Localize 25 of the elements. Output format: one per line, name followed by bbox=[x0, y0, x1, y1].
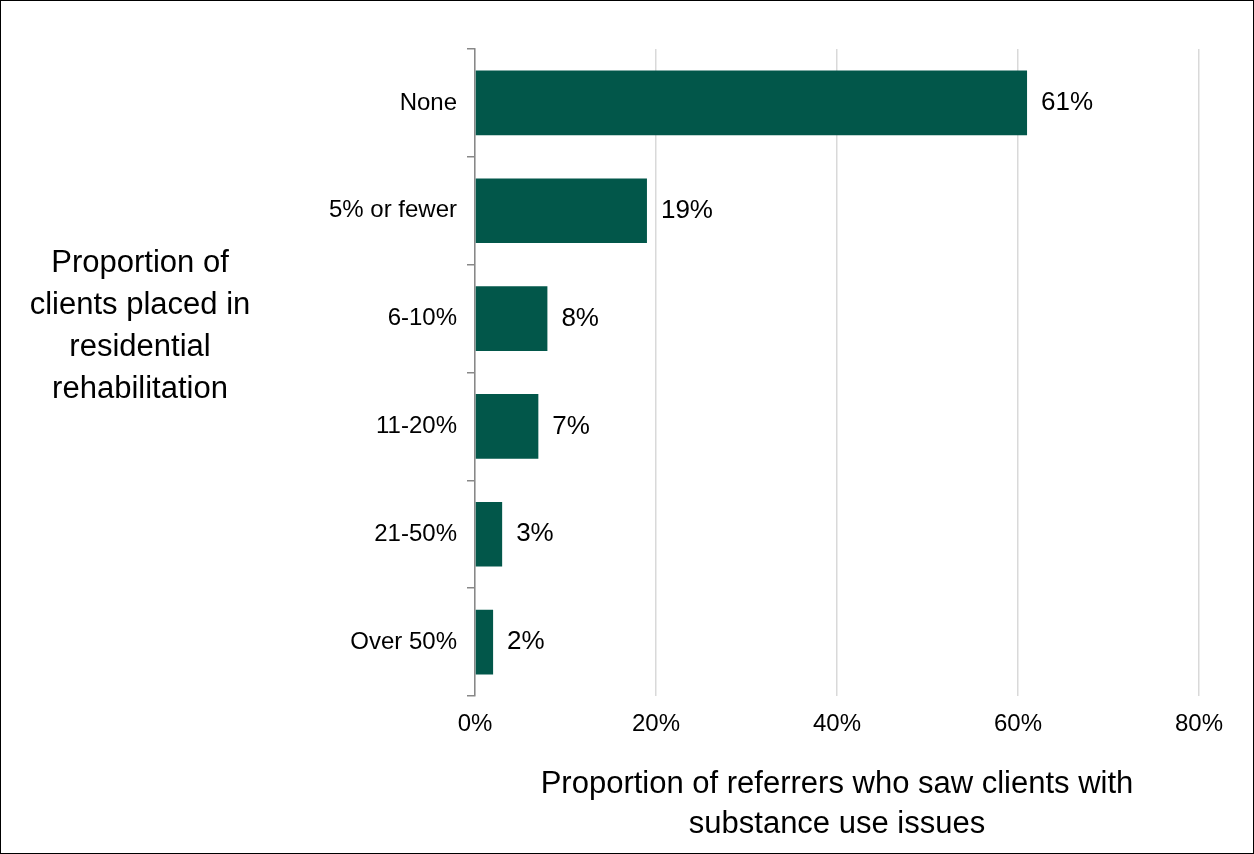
y-axis-title: Proportion of clients placed in residential rehabilitation bbox=[28, 243, 252, 407]
bar bbox=[475, 609, 494, 675]
bar bbox=[475, 286, 548, 351]
data-label: 61% bbox=[1041, 86, 1094, 117]
y-tick-label: None bbox=[399, 87, 457, 115]
x-tick-label: 20% bbox=[631, 709, 681, 737]
bar bbox=[475, 501, 503, 567]
y-tick-label: 6-10% bbox=[387, 303, 457, 331]
y-tick-label: 21-50% bbox=[374, 518, 457, 546]
y-tick-label: Over 50% bbox=[350, 626, 457, 654]
bar bbox=[475, 70, 1028, 136]
x-tick-label: 40% bbox=[812, 709, 862, 737]
y-tick-label: 11-20% bbox=[376, 411, 457, 439]
x-tick-label: 60% bbox=[993, 709, 1043, 737]
y-tick-label: 5% or fewer bbox=[328, 195, 457, 223]
x-tick-label: 0% bbox=[457, 709, 493, 737]
bar bbox=[475, 394, 539, 459]
x-tick-label: 80% bbox=[1174, 709, 1224, 737]
data-label: 8% bbox=[561, 301, 599, 332]
x-axis-title: Proportion of referrers who saw clients with substance use issues bbox=[539, 764, 1135, 842]
data-label: 3% bbox=[516, 517, 554, 548]
data-label: 2% bbox=[507, 625, 545, 656]
bar bbox=[475, 178, 647, 244]
data-label: 7% bbox=[552, 409, 590, 440]
data-label: 19% bbox=[660, 193, 713, 224]
